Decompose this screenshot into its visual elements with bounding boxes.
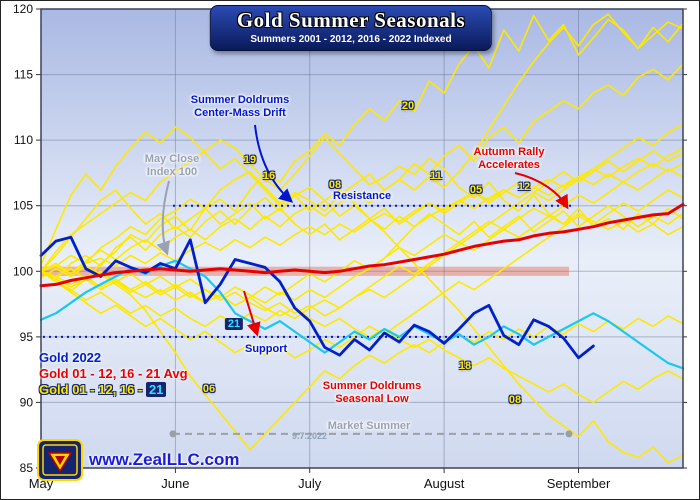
series-2010 [40, 162, 684, 275]
market-summer-dot-left [169, 430, 177, 438]
y-axis-label: 120 [13, 2, 33, 16]
website-link[interactable]: www.ZealLLC.com [89, 450, 240, 469]
market-summer-dot-right [565, 430, 573, 438]
autumn-rally-arrow [514, 172, 569, 210]
y-axis-label: 95 [20, 330, 34, 344]
x-axis-label: September [547, 476, 611, 491]
y-axis-label: 85 [20, 461, 34, 475]
x-axis-label: July [298, 476, 322, 491]
series-2018 [40, 267, 684, 404]
series-2017 [40, 212, 684, 317]
series-2012 [40, 123, 684, 328]
series-2009 [40, 189, 684, 359]
series-2019 [40, 63, 684, 273]
y-axis-label: 105 [13, 199, 33, 213]
y-axis-label: 110 [14, 133, 33, 147]
y-axis-label: 90 [20, 395, 34, 409]
x-axis-label: June [161, 476, 189, 491]
doldrums-drift-arrow [254, 124, 294, 203]
series-2022 [39, 235, 595, 360]
may-close-arrow [156, 180, 170, 256]
x-axis-label: May [29, 476, 54, 491]
seasonal-low-arrow [243, 290, 261, 337]
series-2002 [40, 189, 684, 273]
series-2011 [40, 13, 684, 275]
series-avg [39, 202, 685, 288]
y-axis-label: 100 [13, 264, 33, 278]
y-axis-label: 115 [14, 68, 33, 82]
series-2004 [40, 168, 684, 307]
x-axis-label: August [424, 476, 465, 491]
series-2016 [40, 136, 684, 273]
series-2020 [40, 14, 684, 292]
series-2006 [40, 265, 684, 451]
series-2008 [40, 186, 684, 464]
